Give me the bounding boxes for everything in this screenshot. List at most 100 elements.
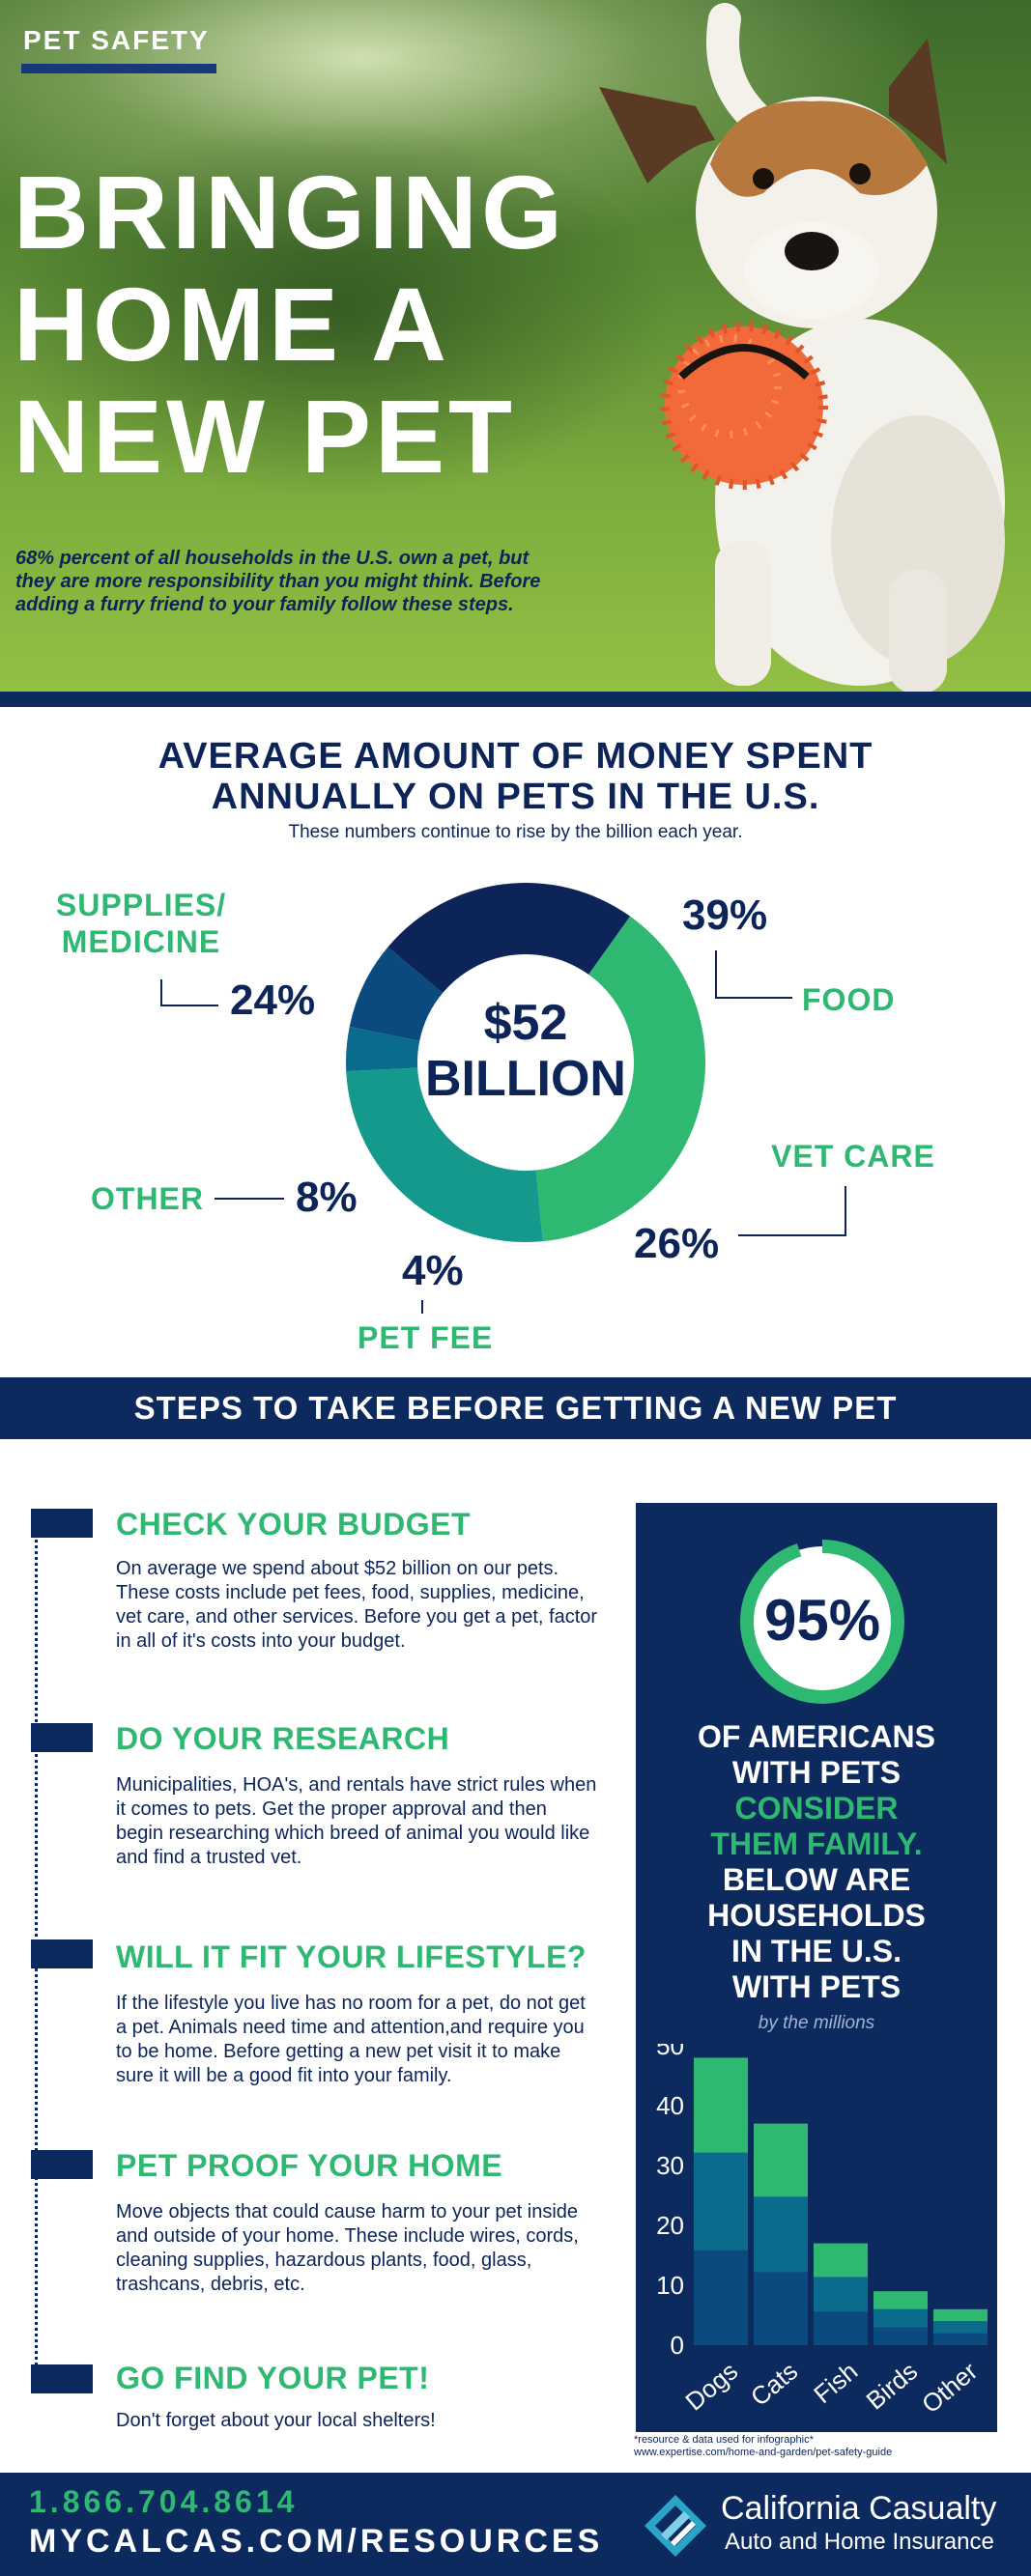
- step-body-4: Move objects that could cause harm to yo…: [116, 2201, 579, 2295]
- panel-line-5: IN THE U.S.: [730, 1934, 902, 1968]
- leader-line-pet-fee: [421, 1300, 423, 1314]
- donut-segment-other: [349, 947, 444, 1041]
- step-body-1: On average we spend about $52 billion on…: [116, 1558, 598, 1652]
- y-tick-40: 40: [656, 2091, 684, 2120]
- step-marker-1: [31, 1509, 93, 1538]
- panel-statement: OF AMERICANS WITH PETS CONSIDER THEM FAM…: [636, 1719, 997, 2005]
- spending-subtitle: These numbers continue to rise by the bi…: [288, 822, 743, 842]
- label-food: FOOD: [802, 982, 896, 1017]
- y-tick-30: 30: [656, 2151, 684, 2180]
- hero-divider: [0, 692, 1031, 707]
- footer: 1.866.704.8614 MYCALCAS.COM/RESOURCES Ca…: [0, 2473, 1031, 2576]
- hero-background-shade: [0, 116, 676, 502]
- footer-brand-name: California Casualty: [721, 2490, 997, 2527]
- step-title-2: DO YOUR RESEARCH: [116, 1721, 450, 1756]
- step-title-1: CHECK YOUR BUDGET: [116, 1507, 472, 1542]
- step-body-2: Municipalities, HOA's, and rentals have …: [116, 1774, 597, 1868]
- hero-title-line-2: HOME A: [14, 266, 450, 382]
- tag-underline: [21, 64, 216, 73]
- leader-line-other: [215, 1198, 284, 1200]
- pct-vet-care: 26%: [634, 1220, 720, 1267]
- donut-segment-vet-care: [346, 1067, 543, 1242]
- hero-title-line-3: NEW PET: [14, 378, 517, 495]
- dog-with-ball-illustration: [599, 3, 1005, 694]
- footer-phone[interactable]: 1.866.704.8614: [29, 2484, 299, 2519]
- donut-center-label: $52 BILLION: [338, 995, 713, 1107]
- spending-title-line-2: ANNUALLY ON PETS IN THE U.S.: [211, 777, 820, 817]
- leader-line-vet-care: [738, 1186, 846, 1236]
- pct-pet-fee: 4%: [402, 1247, 464, 1294]
- step-marker-3: [31, 1939, 93, 1968]
- donut-center-amount: $52: [483, 995, 568, 1051]
- leader-line-supplies: [160, 979, 218, 1006]
- bar-fish: [814, 2243, 868, 2345]
- section-tag: PET SAFETY: [23, 25, 210, 55]
- pets-family-panel: 95% OF AMERICANS WITH PETS CONSIDER THEM…: [636, 1503, 997, 2432]
- y-tick-0: 0: [671, 2331, 684, 2360]
- hero-section: PET SAFETY BRINGING HOME A NEW PET 68% p…: [0, 0, 1031, 694]
- bar-band-low-dogs: [694, 2250, 748, 2345]
- panel-line-2: WITH PETS: [731, 1755, 902, 1790]
- family-percent-ring: [740, 1540, 904, 1704]
- y-tick-10: 10: [656, 2271, 684, 2300]
- pct-supplies-medicine: 24%: [230, 977, 316, 1024]
- pct-other: 8%: [296, 1174, 358, 1221]
- family-percent-value: 95%: [763, 1588, 881, 1653]
- donut-center-unit: BILLION: [425, 1051, 626, 1107]
- california-casualty-logo-icon: [644, 2495, 706, 2557]
- x-tick-other: Other: [916, 2356, 983, 2419]
- bar-chart-subtitle: by the millions: [758, 2013, 875, 2033]
- donut-segment-food: [535, 916, 705, 1242]
- step-title-4: PET PROOF YOUR HOME: [116, 2148, 503, 2183]
- spending-donut-chart: [346, 883, 705, 1242]
- bar-band-low-birds: [873, 2327, 928, 2345]
- donut-segment-pet-fee: [346, 1027, 420, 1072]
- hero-intro: 68% percent of all households in the U.S…: [15, 548, 541, 615]
- bar-birds: [873, 2291, 928, 2345]
- source-footnote: *resource & data used for infographic* w…: [634, 2434, 1020, 2459]
- panel-green-2: THEM FAMILY.: [710, 1826, 923, 1861]
- source-footnote-line-1: *resource & data used for infographic*: [634, 2434, 814, 2446]
- step-marker-2: [31, 1723, 93, 1752]
- step-marker-4: [31, 2150, 93, 2179]
- label-vet-care: VET CARE: [771, 1139, 935, 1174]
- footer-brand-subtitle: Auto and Home Insurance: [725, 2529, 994, 2555]
- y-tick-50: 50: [656, 2044, 684, 2060]
- ring-progress: [740, 1540, 904, 1704]
- label-other: OTHER: [91, 1181, 204, 1216]
- steps-band-title: STEPS TO TAKE BEFORE GETTING A NEW PET: [0, 1377, 1031, 1439]
- bar-band-low-fish: [814, 2311, 868, 2345]
- panel-line-1: OF AMERICANS: [698, 1719, 935, 1754]
- bar-dogs: [694, 2057, 748, 2345]
- panel-line-3: BELOW ARE: [722, 1862, 911, 1897]
- panel-green-1: CONSIDER: [734, 1791, 899, 1826]
- label-pet-fee: PET FEE: [358, 1320, 494, 1355]
- step-body-3: If the lifestyle you live has no room fo…: [116, 1993, 586, 2086]
- spending-title-line-1: AVERAGE AMOUNT OF MONEY SPENT: [158, 736, 873, 777]
- x-tick-dogs: Dogs: [679, 2357, 743, 2417]
- source-footnote-line-2: www.expertise.com/home-and-garden/pet-sa…: [634, 2447, 893, 2458]
- panel-line-4: HOUSEHOLDS: [707, 1898, 926, 1933]
- label-supplies-medicine: SUPPLIES/ MEDICINE: [55, 888, 227, 959]
- donut-segment-supplies-medicine: [387, 883, 631, 994]
- x-tick-cats: Cats: [745, 2357, 803, 2412]
- bar-band-low-other: [933, 2333, 988, 2345]
- hero-title-line-1: BRINGING: [14, 154, 566, 270]
- ring-background: [747, 1546, 898, 1697]
- y-tick-20: 20: [656, 2211, 684, 2240]
- leader-line-food: [715, 950, 792, 999]
- bar-band-low-cats: [754, 2272, 808, 2345]
- step-body-5: Don't forget about your local shelters!: [116, 2410, 436, 2431]
- x-tick-birds: Birds: [861, 2357, 924, 2416]
- step-title-5: GO FIND YOUR PET!: [116, 2361, 430, 2395]
- bar-other: [933, 2308, 988, 2345]
- step-marker-5: [31, 2364, 93, 2393]
- footer-website-link[interactable]: MYCALCAS.COM/RESOURCES: [29, 2523, 604, 2560]
- pct-food: 39%: [682, 892, 768, 939]
- hero-title: BRINGING HOME A NEW PET: [14, 156, 566, 493]
- step-title-3: WILL IT FIT YOUR LIFESTYLE?: [116, 1939, 587, 1974]
- x-tick-fish: Fish: [808, 2357, 863, 2410]
- panel-line-6: WITH PETS: [731, 1969, 902, 2004]
